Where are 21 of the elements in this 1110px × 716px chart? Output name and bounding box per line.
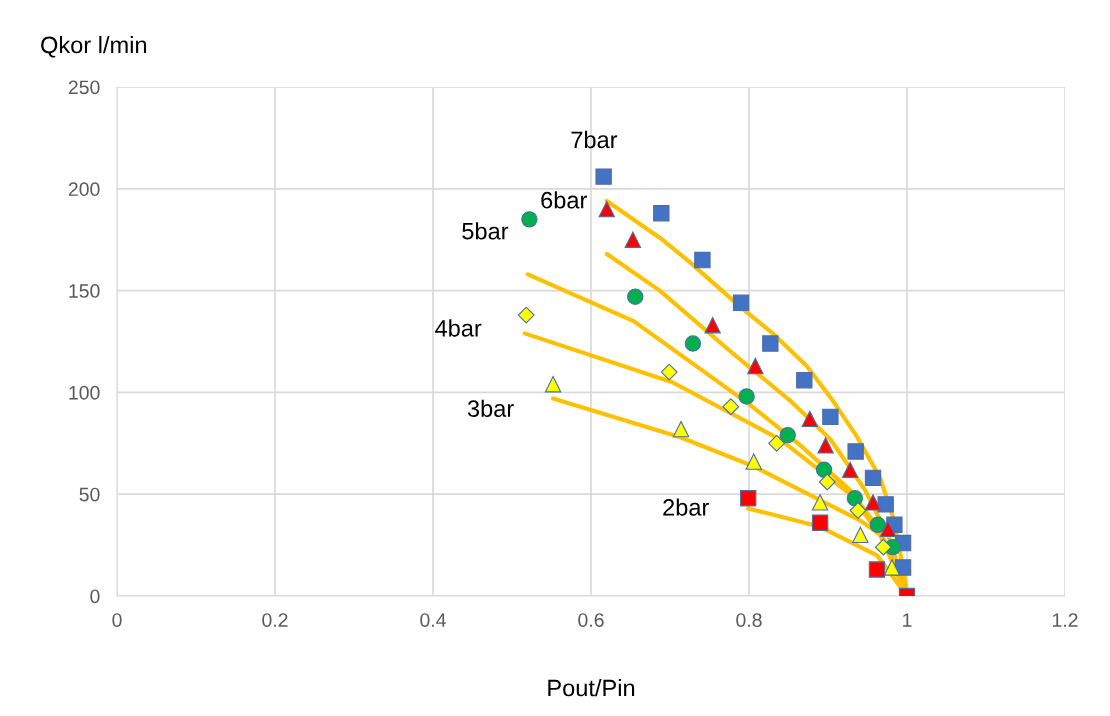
series-label: 3bar (467, 399, 514, 417)
y-tick-label: 150 (69, 284, 100, 298)
series-label: 6bar (541, 191, 587, 209)
y-axis-title: Qkor l/min (41, 36, 147, 58)
x-tick-label: 0 (112, 613, 122, 627)
series-label: 2bar (663, 498, 709, 516)
series-label: 5bar (462, 222, 509, 240)
x-tick-label: 0.6 (578, 613, 604, 627)
y-tick-label: 50 (79, 487, 100, 502)
y-tick-label: 100 (69, 385, 100, 400)
x-tick-label: 1.2 (1052, 613, 1078, 627)
x-tick-label: 1 (903, 613, 912, 627)
y-tick-label: 250 (68, 80, 100, 95)
x-tick-label: 0.2 (262, 613, 288, 627)
x-axis-title: Pout/Pin (548, 678, 635, 697)
series-label: 7bar (571, 130, 618, 149)
x-tick-label: 0.8 (736, 613, 762, 627)
y-tick-label: 0 (90, 589, 100, 604)
y-tick-label: 200 (68, 182, 100, 197)
series-label: 4bar (435, 319, 482, 337)
x-tick-label: 0.4 (420, 613, 446, 627)
